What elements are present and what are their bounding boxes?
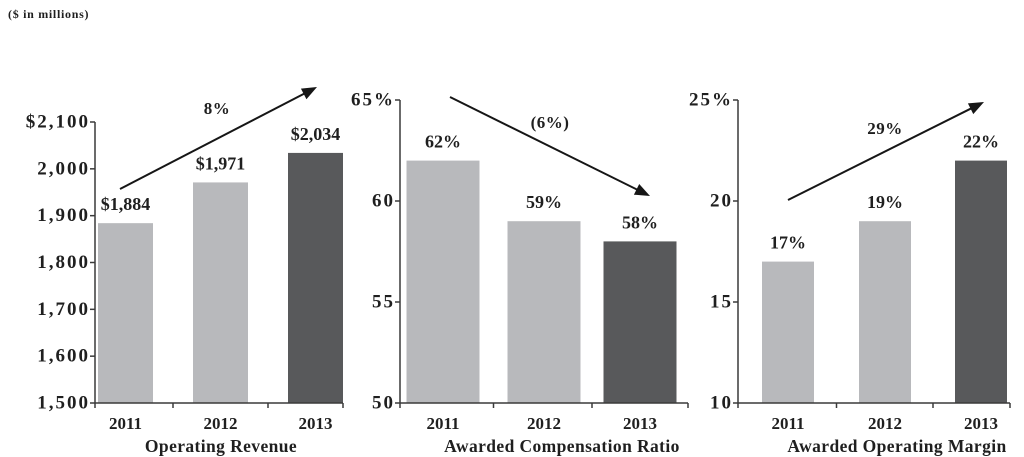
x-tick-label-2011: 2011 (771, 414, 804, 433)
chart-awarded-operating-margin: 17% 2011 19% 2012 22% 2013 25% 20 15 10 29% Awarded… (689, 90, 1011, 456)
data-label-2013: 58% (622, 212, 658, 232)
bar-2011 (406, 160, 480, 403)
chart-awarded-compensation-ratio: 62% 2011 59% 2012 58% 2013 65% 60 55 50 (6%) Awarde… (351, 90, 689, 456)
trend-label: 8% (204, 99, 231, 118)
y-tick-label: 1,600 (37, 346, 90, 367)
trend-label: 29% (867, 119, 903, 138)
trend-arrow (787, 106, 973, 201)
y-tick-label: $2,100 (26, 112, 90, 133)
y-tick-label: 25% (689, 90, 733, 111)
data-label-2012: $1,971 (196, 153, 246, 173)
y-tick-label: 15 (710, 292, 733, 313)
chart-title: Awarded Compensation Ratio (444, 436, 680, 456)
y-tick-label: 60 (372, 191, 395, 212)
trend-arrowhead-icon (967, 102, 984, 115)
y-tick-label: 1,500 (37, 393, 90, 414)
x-tick-label-2013: 2013 (299, 414, 333, 433)
bar-2011 (98, 223, 153, 403)
data-label-2013: 22% (963, 132, 999, 152)
data-label-2012: 19% (867, 192, 903, 212)
bar-2013 (955, 160, 1007, 403)
x-tick-label-2012: 2012 (868, 414, 902, 433)
y-tick-label: 55 (372, 292, 395, 313)
x-tick-label-2013: 2013 (964, 414, 998, 433)
x-tick-label-2011: 2011 (426, 414, 459, 433)
trend-arrowhead-icon (300, 87, 317, 100)
y-tick-label: 2,000 (37, 158, 90, 179)
bar-2011 (762, 261, 814, 403)
y-tick-label: 10 (710, 393, 733, 414)
chart-operating-revenue: $1,884 2011 $1,971 2012 $2,034 2013 $2,100 2,00… (26, 87, 344, 456)
chart-title: Operating Revenue (145, 436, 297, 456)
x-tick-label-2012: 2012 (204, 414, 238, 433)
y-tick-label: 1,900 (37, 205, 90, 226)
data-label-2011: 62% (425, 132, 461, 152)
data-label-2013: $2,034 (291, 124, 341, 144)
trend-arrowhead-icon (633, 183, 650, 196)
bar-2012 (193, 182, 248, 403)
data-label-2011: 17% (770, 233, 806, 253)
chart-title: Awarded Operating Margin (787, 436, 1006, 456)
data-label-2011: $1,884 (101, 194, 151, 214)
y-tick-label: 65% (351, 90, 395, 111)
trend-arrow (119, 92, 306, 190)
y-tick-label: 1,700 (37, 299, 90, 320)
trend-label: (6%) (531, 113, 570, 132)
y-tick-label: 50 (372, 393, 395, 414)
x-tick-label-2013: 2013 (623, 414, 657, 433)
x-tick-label-2012: 2012 (527, 414, 561, 433)
bar-2012 (507, 221, 581, 403)
trend-arrow (449, 96, 639, 192)
y-tick-label: 20 (710, 191, 733, 212)
bar-2013 (603, 241, 677, 403)
data-label-2012: 59% (526, 192, 562, 212)
bar-2012 (859, 221, 911, 403)
x-tick-label-2011: 2011 (109, 414, 142, 433)
units-note: ($ in millions) (8, 7, 89, 21)
y-tick-label: 1,800 (37, 252, 90, 273)
bar-2013 (288, 152, 343, 403)
